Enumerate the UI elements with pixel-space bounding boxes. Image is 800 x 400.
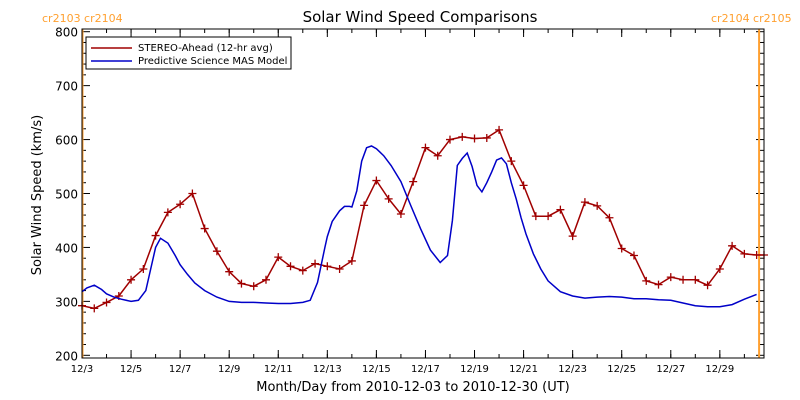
x-tick-label: 12/3 — [71, 364, 93, 375]
stereo-data-point — [593, 201, 602, 210]
stereo-data-point — [531, 212, 540, 221]
stereo-data-point — [728, 241, 737, 250]
x-tick-label: 12/17 — [411, 364, 440, 375]
x-tick-label: 12/25 — [607, 364, 636, 375]
stereo-data-point — [151, 231, 160, 240]
stereo-data-point — [507, 157, 516, 166]
legend-box — [85, 36, 292, 70]
stereo-data-point — [445, 135, 454, 144]
mas-model-line — [81, 145, 757, 308]
stereo-data-point — [495, 125, 504, 134]
stereo-data-point — [335, 265, 344, 274]
x-tick-label: 12/15 — [362, 364, 391, 375]
stereo-data-point — [102, 298, 111, 307]
stereo-data-point — [286, 262, 295, 271]
x-tick-label: 12/7 — [169, 364, 191, 375]
stereo-data-point — [679, 275, 688, 284]
stereo-data-point — [274, 253, 283, 262]
stereo-data-point — [384, 194, 393, 203]
x-tick-label: 12/27 — [656, 364, 685, 375]
plot-frame — [81, 28, 765, 359]
x-axis-label: Month/Day from 2010-12-03 to 2010-12-30 … — [256, 380, 569, 395]
axis-ticks: 200 300 400 500 600 700 800 12/3 12/5 12/7 12/9 12/… — [55, 26, 764, 375]
stereo-data-point — [237, 279, 246, 288]
x-tick-label: 12/21 — [509, 364, 538, 375]
stereo-data-point — [556, 205, 565, 214]
stereo-data-point — [127, 275, 136, 284]
x-tick-label: 12/23 — [558, 364, 587, 375]
stereo-data-point — [249, 282, 258, 291]
stereo-data-point — [212, 247, 221, 256]
stereo-data-point — [605, 213, 614, 222]
stereo-data-point — [752, 250, 761, 259]
stereo-data-point — [360, 201, 369, 210]
x-tick-label: 12/13 — [313, 364, 342, 375]
stereo-data-point — [715, 265, 724, 274]
y-tick-label: 200 — [55, 349, 78, 363]
stereo-data-point — [629, 251, 638, 260]
stereo-data-point — [200, 224, 209, 233]
stereo-data-point — [90, 304, 99, 313]
y-tick-label: 400 — [55, 241, 78, 255]
stereo-data-point — [617, 244, 626, 253]
stereo-data-point — [470, 134, 479, 143]
stereo-data-point — [225, 267, 234, 276]
stereo-data-point — [311, 259, 320, 268]
carrington-label-left: cr2103 cr2104 — [42, 12, 123, 25]
x-tick-label: 12/11 — [264, 364, 293, 375]
y-tick-label: 700 — [55, 80, 78, 94]
stereo-data-point — [654, 280, 663, 289]
data-series — [78, 125, 768, 313]
legend: STEREO-Ahead (12-hr avg) Predictive Scie… — [85, 36, 292, 70]
y-tick-label: 600 — [55, 134, 78, 148]
stereo-data-point — [580, 198, 589, 207]
stereo-data-point — [703, 281, 712, 290]
stereo-data-point — [298, 266, 307, 275]
stereo-data-point — [372, 176, 381, 185]
y-axis-label: Solar Wind Speed (km/s) — [30, 115, 45, 275]
stereo-data-point — [188, 189, 197, 198]
y-tick-label: 500 — [55, 188, 78, 202]
stereo-data-point — [519, 181, 528, 190]
x-tick-label: 12/29 — [705, 364, 734, 375]
stereo-data-point — [323, 262, 332, 271]
chart-title: Solar Wind Speed Comparisons — [303, 8, 538, 26]
stereo-data-point — [482, 133, 491, 142]
y-tick-label: 800 — [55, 26, 78, 40]
y-tick-label: 300 — [55, 295, 78, 309]
carrington-label-right: cr2104 cr2105 — [711, 12, 792, 25]
stereo-data-point — [433, 151, 442, 160]
x-tick-label: 12/9 — [218, 364, 240, 375]
stereo-data-point — [163, 208, 172, 217]
stereo-data-point — [409, 177, 418, 186]
stereo-data-point — [139, 265, 148, 274]
legend-label-stereo: STEREO-Ahead (12-hr avg) — [138, 43, 273, 54]
x-tick-label: 12/5 — [120, 364, 142, 375]
stereo-data-point — [421, 143, 430, 152]
stereo-data-point — [347, 256, 356, 265]
stereo-ahead-line — [81, 128, 764, 310]
stereo-data-point — [396, 209, 405, 218]
stereo-data-point — [458, 132, 467, 141]
stereo-data-point — [740, 249, 749, 258]
x-tick-label: 12/19 — [460, 364, 489, 375]
stereo-data-point — [691, 275, 700, 284]
carrington-lines — [81, 29, 761, 358]
stereo-data-point — [261, 275, 270, 284]
stereo-data-point — [642, 276, 651, 285]
stereo-data-point — [568, 232, 577, 241]
stereo-data-point — [666, 273, 675, 282]
legend-label-model: Predictive Science MAS Model — [138, 56, 287, 67]
stereo-data-point — [544, 212, 553, 221]
stereo-data-point — [176, 200, 185, 209]
